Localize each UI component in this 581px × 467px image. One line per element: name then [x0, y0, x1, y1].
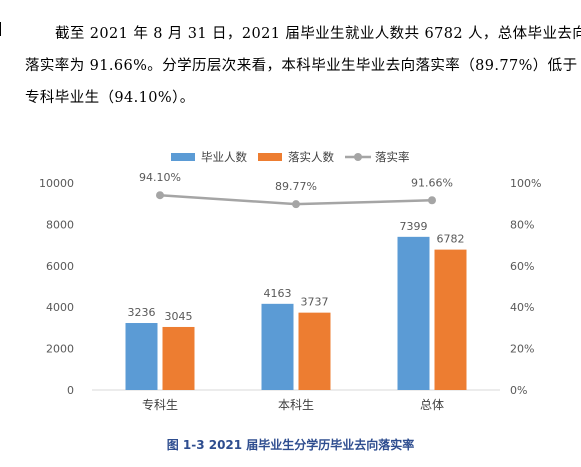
- y2-tick-label: 80%: [510, 218, 534, 231]
- bar-placed: [298, 312, 331, 390]
- legend-swatch-marker: [354, 153, 362, 161]
- legend-label: 毕业人数: [201, 150, 247, 164]
- paragraph-line-1: 截至 2021 年 8 月 31 日，2021 届毕业生就业人数共 6782 人…: [55, 26, 581, 42]
- y2-tick-label: 40%: [510, 301, 534, 314]
- rate-point: [292, 200, 300, 209]
- graduation-rate-chart: 0 2000 4000 6000 8000 10000 0% 20% 40% 60% 80% 100%…: [39, 150, 541, 412]
- bar-value-label: 6782: [437, 233, 465, 246]
- bar-placed: [434, 249, 467, 390]
- legend-swatch: [258, 153, 282, 161]
- rate-point: [428, 196, 436, 205]
- x-tick-label: 总体: [420, 398, 444, 412]
- paragraph-line-2: 落实率为 91.66%。分学历层次来看，本科毕业生毕业去向落实率（89.77%）…: [25, 58, 578, 74]
- bar-graduates: [261, 303, 294, 390]
- bar-value-label: 7399: [400, 220, 428, 233]
- bar-value-label: 4163: [264, 287, 292, 300]
- bar-graduates: [397, 236, 430, 390]
- rate-value-label: 91.66%: [411, 176, 453, 189]
- y2-tick-label: 20%: [510, 343, 534, 356]
- bar-graduates: [125, 323, 158, 390]
- y2-tick-label: 60%: [510, 260, 534, 273]
- y-tick-label: 4000: [46, 301, 74, 314]
- x-tick-label: 本科生: [278, 398, 314, 412]
- y2-tick-label: 100%: [510, 177, 541, 190]
- y-tick-label: 8000: [46, 218, 74, 231]
- bar-value-label: 3045: [165, 310, 193, 323]
- legend-label: 落实率: [375, 150, 410, 164]
- rate-point: [156, 191, 164, 200]
- legend-swatch: [171, 153, 195, 161]
- rate-value-label: 94.10%: [139, 171, 181, 184]
- bar-value-label: 3737: [301, 296, 329, 309]
- y-tick-label: 0: [67, 384, 74, 397]
- bar-value-label: 3236: [128, 306, 156, 319]
- y-tick-label: 10000: [39, 177, 74, 190]
- bar-placed: [162, 326, 195, 390]
- figure-caption: 图 1-3 2021 届毕业生分学历毕业去向落实率: [166, 438, 415, 452]
- rate-value-label: 89.77%: [275, 180, 317, 193]
- paragraph-line-3: 专科毕业生（94.10%）。: [25, 90, 195, 106]
- y-tick-label: 6000: [46, 260, 74, 273]
- y-tick-label: 2000: [46, 343, 74, 356]
- legend-label: 落实人数: [288, 150, 334, 164]
- x-tick-label: 专科生: [142, 397, 178, 412]
- y2-tick-label: 0%: [510, 384, 527, 397]
- margin-mark: [0, 22, 1, 36]
